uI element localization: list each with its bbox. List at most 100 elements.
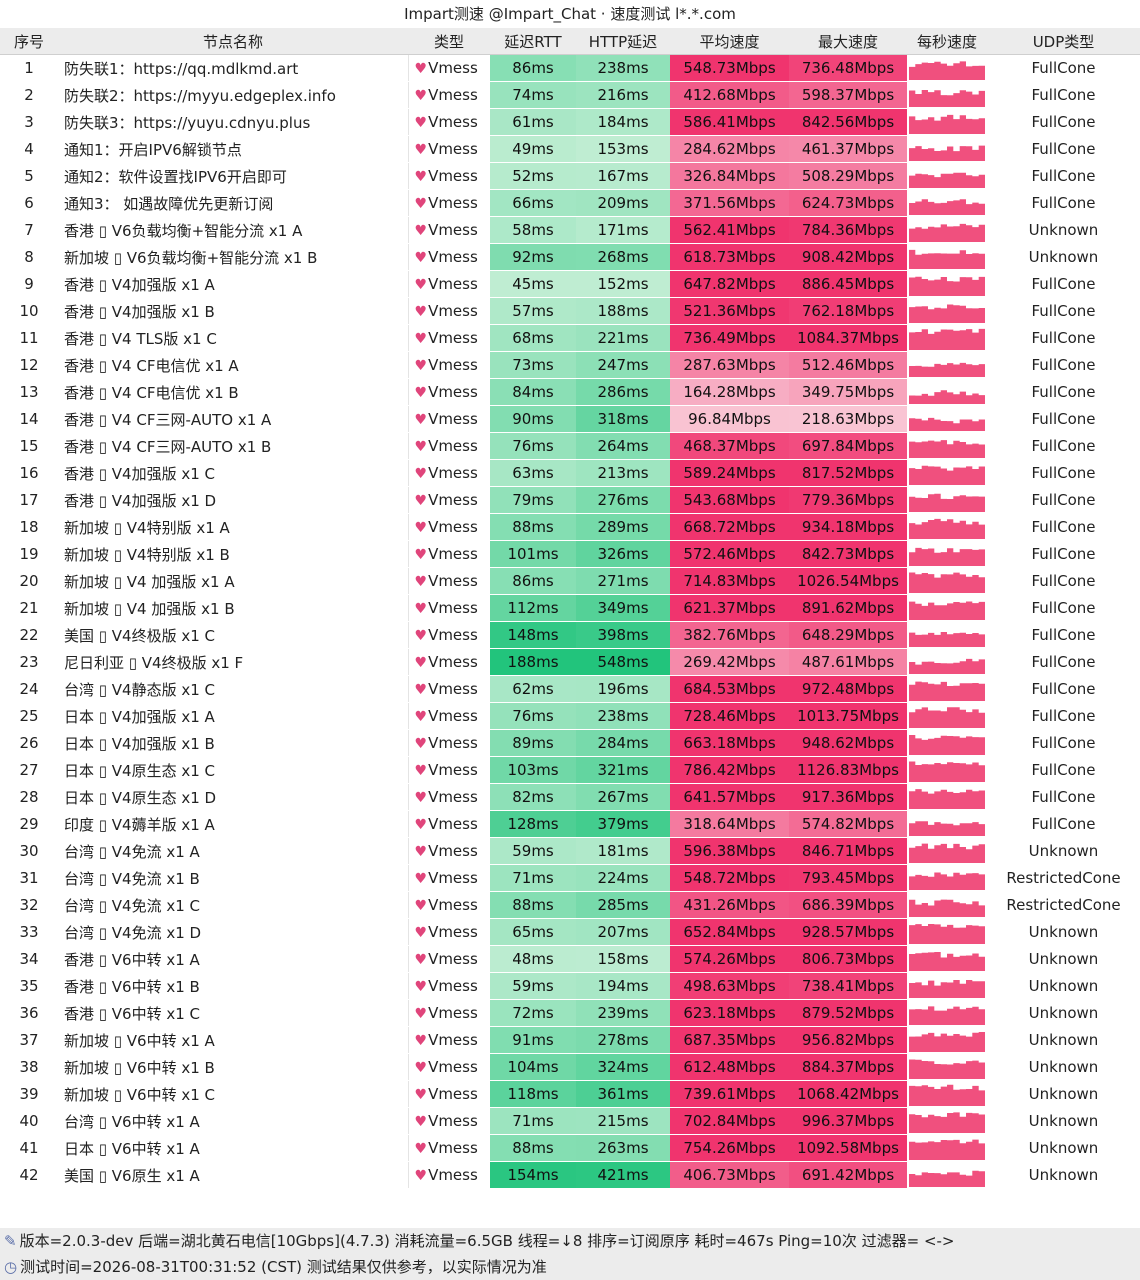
- avg-speed-value: 431.26Mbps: [670, 891, 789, 919]
- sparkline-area: [909, 980, 985, 998]
- table-row[interactable]: 25 日本 ▯ V4加强版 x1 A ♥Vmess 76ms 238ms 728.46Mb…: [0, 702, 1140, 730]
- table-row[interactable]: 12 香港 ▯ V4 CF电信优 x1 A ♥Vmess 73ms 247ms 287.6…: [0, 351, 1140, 379]
- heart-icon: ♥: [414, 385, 428, 401]
- node-name: 美国 ▯ V6原生 x1 A: [58, 1161, 408, 1189]
- table-row[interactable]: 27 日本 ▯ V4原生态 x1 C ♥Vmess 103ms 321ms 786.42M…: [0, 756, 1140, 784]
- table-row[interactable]: 8 新加坡 ▯ V6负载均衡+智能分流 x1 B ♥Vmess 92ms 268ms 61…: [0, 243, 1140, 271]
- table-row[interactable]: 14 香港 ▯ V4 CF三网-AUTO x1 A ♥Vmess 90ms 318ms 9…: [0, 405, 1140, 433]
- header-http-latency[interactable]: HTTP延迟: [576, 28, 670, 55]
- table-row[interactable]: 24 台湾 ▯ V4静态版 x1 C ♥Vmess 62ms 196ms 684.53Mb…: [0, 675, 1140, 703]
- table-row[interactable]: 17 香港 ▯ V4加强版 x1 D ♥Vmess 79ms 276ms 543.68Mb…: [0, 486, 1140, 514]
- node-type-label: Vmess: [428, 356, 478, 374]
- sparkline-area: [909, 952, 985, 971]
- per-second-sparkline: [907, 459, 987, 487]
- row-index: 40: [0, 1107, 58, 1135]
- table-row[interactable]: 29 印度 ▯ V4薅羊版 x1 A ♥Vmess 128ms 379ms 318.64M…: [0, 810, 1140, 838]
- table-row[interactable]: 5 通知2：软件设置找IPV6开启即可 ♥Vmess 52ms 167ms 326.84M…: [0, 162, 1140, 190]
- table-row[interactable]: 39 新加坡 ▯ V6中转 x1 C ♥Vmess 118ms 361ms 739.61M…: [0, 1080, 1140, 1108]
- heart-icon: ♥: [414, 277, 428, 293]
- node-type-label: Vmess: [428, 923, 478, 941]
- header-max-speed[interactable]: 最大速度: [789, 28, 907, 55]
- table-row[interactable]: 37 新加坡 ▯ V6中转 x1 A ♥Vmess 91ms 278ms 687.35Mb…: [0, 1026, 1140, 1054]
- heart-icon: ♥: [414, 979, 428, 995]
- table-row[interactable]: 1 防失联1：https://qq.mdlkmd.art ♥Vmess 86ms 238…: [0, 54, 1140, 82]
- heart-icon: ♥: [414, 466, 428, 482]
- http-latency-value: 213ms: [576, 459, 670, 487]
- table-row[interactable]: 18 新加坡 ▯ V4特别版 x1 A ♥Vmess 88ms 289ms 668.72M…: [0, 513, 1140, 541]
- avg-speed-value: 736.49Mbps: [670, 324, 789, 352]
- table-row[interactable]: 13 香港 ▯ V4 CF电信优 x1 B ♥Vmess 84ms 286ms 164.2…: [0, 378, 1140, 406]
- udp-type-value: FullCone: [987, 648, 1140, 676]
- sparkline-chart: [909, 61, 985, 80]
- table-row[interactable]: 6 通知3： 如遇故障优先更新订阅 ♥Vmess 66ms 209ms 371.56Mbp…: [0, 189, 1140, 217]
- table-row[interactable]: 31 台湾 ▯ V4免流 x1 B ♥Vmess 71ms 224ms 548.72Mbp…: [0, 864, 1140, 892]
- node-type: ♥Vmess: [407, 324, 490, 352]
- sparkline-chart: [909, 707, 985, 728]
- rtt-value: 61ms: [490, 108, 576, 136]
- row-index: 4: [0, 135, 58, 163]
- header-type[interactable]: 类型: [408, 28, 490, 55]
- table-row[interactable]: 16 香港 ▯ V4加强版 x1 C ♥Vmess 63ms 213ms 589.24Mb…: [0, 459, 1140, 487]
- rtt-value: 62ms: [490, 675, 576, 703]
- per-second-sparkline: [907, 810, 987, 838]
- header-udp-type[interactable]: UDP类型: [987, 28, 1140, 55]
- table-body: 1 防失联1：https://qq.mdlkmd.art ♥Vmess 86ms 238…: [0, 54, 1140, 1189]
- table-row[interactable]: 30 台湾 ▯ V4免流 x1 A ♥Vmess 59ms 181ms 596.38Mbp…: [0, 837, 1140, 865]
- row-index: 33: [0, 918, 58, 946]
- table-row[interactable]: 19 新加坡 ▯ V4特别版 x1 B ♥Vmess 101ms 326ms 572.46…: [0, 540, 1140, 568]
- node-type-label: Vmess: [428, 1004, 478, 1022]
- table-row[interactable]: 10 香港 ▯ V4加强版 x1 B ♥Vmess 57ms 188ms 521.36Mb…: [0, 297, 1140, 325]
- table-row[interactable]: 9 香港 ▯ V4加强版 x1 A ♥Vmess 45ms 152ms 647.82Mbp…: [0, 270, 1140, 298]
- table-row[interactable]: 40 台湾 ▯ V6中转 x1 A ♥Vmess 71ms 215ms 702.84Mbp…: [0, 1107, 1140, 1135]
- sparkline-chart: [909, 518, 985, 539]
- node-type: ♥Vmess: [407, 756, 490, 784]
- table-row[interactable]: 41 日本 ▯ V6中转 x1 A ♥Vmess 88ms 263ms 754.26Mbp…: [0, 1134, 1140, 1162]
- sparkline-area: [909, 1170, 985, 1187]
- table-row[interactable]: 20 新加坡 ▯ V4 加强版 x1 A ♥Vmess 86ms 271ms 714.83…: [0, 567, 1140, 595]
- http-latency-value: 284ms: [576, 729, 670, 757]
- table-row[interactable]: 32 台湾 ▯ V4免流 x1 C ♥Vmess 88ms 285ms 431.26Mbp…: [0, 891, 1140, 919]
- sparkline-area: [909, 362, 985, 377]
- sparkline-area: [909, 390, 985, 404]
- table-row[interactable]: 34 香港 ▯ V6中转 x1 A ♥Vmess 48ms 158ms 574.26Mbp…: [0, 945, 1140, 973]
- per-second-sparkline: [907, 891, 987, 919]
- node-type-label: Vmess: [428, 761, 478, 779]
- node-type: ♥Vmess: [407, 486, 490, 514]
- sparkline-area: [909, 1006, 985, 1025]
- header-index[interactable]: 序号: [0, 28, 58, 55]
- table-row[interactable]: 3 防失联3：https://yuyu.cdnyu.plus ♥Vmess 61ms 1…: [0, 108, 1140, 136]
- table-row[interactable]: 15 香港 ▯ V4 CF三网-AUTO x1 B ♥Vmess 76ms 264ms 4…: [0, 432, 1140, 460]
- table-row[interactable]: 35 香港 ▯ V6中转 x1 B ♥Vmess 59ms 194ms 498.63Mbp…: [0, 972, 1140, 1000]
- row-index: 20: [0, 567, 58, 595]
- table-row[interactable]: 23 尼日利亚 ▯ V4终极版 x1 F ♥Vmess 188ms 548ms 269.4…: [0, 648, 1140, 676]
- header-rtt[interactable]: 延迟RTT: [490, 28, 576, 55]
- table-row[interactable]: 11 香港 ▯ V4 TLS版 x1 C ♥Vmess 68ms 221ms 736.49…: [0, 324, 1140, 352]
- node-name: 日本 ▯ V6中转 x1 A: [58, 1134, 408, 1162]
- table-row[interactable]: 7 香港 ▯ V6负载均衡+智能分流 x1 A ♥Vmess 58ms 171ms 562…: [0, 216, 1140, 244]
- node-name: 香港 ▯ V6中转 x1 A: [58, 945, 408, 973]
- table-row[interactable]: 36 香港 ▯ V6中转 x1 C ♥Vmess 72ms 239ms 623.18Mbp…: [0, 999, 1140, 1027]
- table-row[interactable]: 21 新加坡 ▯ V4 加强版 x1 B ♥Vmess 112ms 349ms 621.3…: [0, 594, 1140, 622]
- table-row[interactable]: 2 防失联2：https://myyu.edgeplex.info ♥Vmess 74…: [0, 81, 1140, 109]
- node-type: ♥Vmess: [407, 810, 490, 838]
- node-type-label: Vmess: [428, 1058, 478, 1076]
- table-row[interactable]: 22 美国 ▯ V4终极版 x1 C ♥Vmess 148ms 398ms 382.76M…: [0, 621, 1140, 649]
- table-row[interactable]: 38 新加坡 ▯ V6中转 x1 B ♥Vmess 104ms 324ms 612.48M…: [0, 1053, 1140, 1081]
- sparkline-chart: [909, 276, 985, 296]
- rtt-value: 59ms: [490, 837, 576, 865]
- header-per-second-speed[interactable]: 每秒速度: [907, 28, 987, 55]
- sparkline-area: [909, 843, 985, 863]
- sparkline-area: [909, 518, 985, 539]
- sparkline-chart: [909, 681, 985, 701]
- table-row[interactable]: 28 日本 ▯ V4原生态 x1 D ♥Vmess 82ms 267ms 641.57Mb…: [0, 783, 1140, 811]
- table-row[interactable]: 33 台湾 ▯ V4免流 x1 D ♥Vmess 65ms 207ms 652.84Mbp…: [0, 918, 1140, 946]
- row-index: 34: [0, 945, 58, 973]
- table-row[interactable]: 4 通知1：开启IPV6解锁节点 ♥Vmess 49ms 153ms 284.62Mbps…: [0, 135, 1140, 163]
- avg-speed-value: 326.84Mbps: [670, 162, 789, 190]
- http-latency-value: 239ms: [576, 999, 670, 1027]
- table-row[interactable]: 42 美国 ▯ V6原生 x1 A ♥Vmess 154ms 421ms 406.73Mb…: [0, 1161, 1140, 1189]
- http-latency-value: 209ms: [576, 189, 670, 217]
- header-avg-speed[interactable]: 平均速度: [670, 28, 789, 55]
- table-row[interactable]: 26 日本 ▯ V4加强版 x1 B ♥Vmess 89ms 284ms 663.18Mb…: [0, 729, 1140, 757]
- header-node-name[interactable]: 节点名称: [58, 28, 408, 55]
